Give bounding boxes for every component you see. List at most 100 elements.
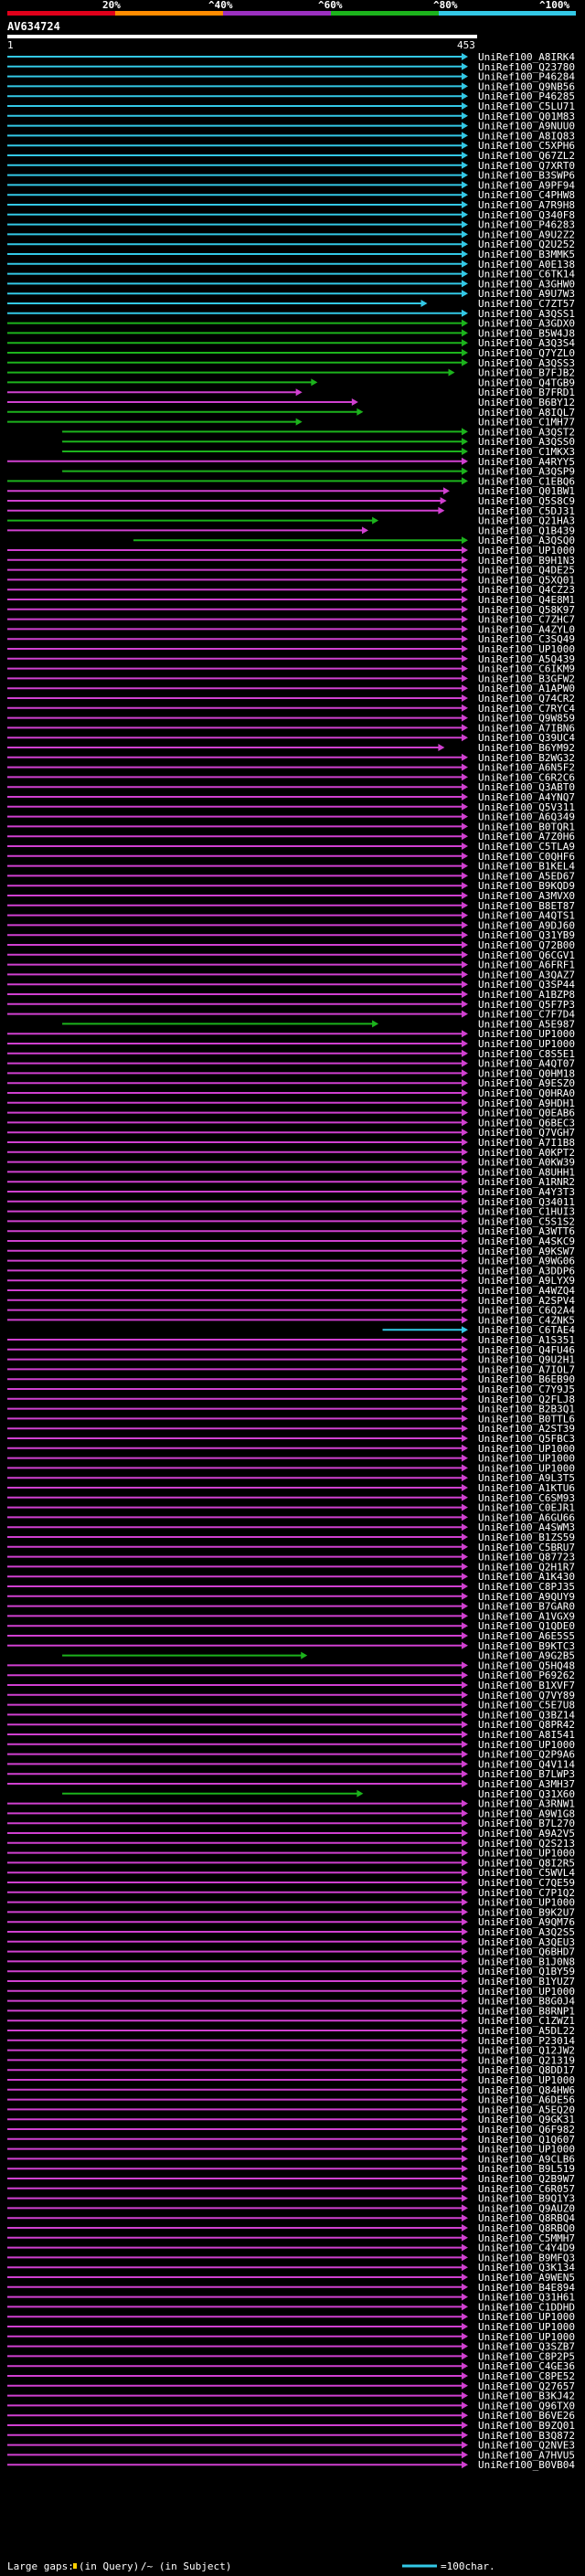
hit-label[interactable]: UniRef100_C8PJ35: [478, 1581, 575, 1593]
hit-label[interactable]: UniRef100_Q2U252: [478, 239, 575, 250]
hit-label[interactable]: UniRef100_B1KEL4: [478, 861, 575, 873]
hit-label[interactable]: UniRef100_B5W4J8: [478, 327, 575, 339]
hit-label[interactable]: UniRef100_Q2H1R7: [478, 1561, 575, 1573]
hit-label[interactable]: UniRef100_B3Q872: [478, 2430, 575, 2442]
hit-label[interactable]: UniRef100_A4SKC9: [478, 1235, 575, 1247]
hit-label[interactable]: UniRef100_C5S1S2: [478, 1215, 575, 1227]
hit-label[interactable]: UniRef100_Q6F982: [478, 2124, 575, 2136]
hit-label[interactable]: UniRef100_A3QEU3: [478, 1936, 575, 1948]
hit-label[interactable]: UniRef100_B7L270: [478, 1818, 575, 1829]
hit-label[interactable]: UniRef100_Q0HRA0: [478, 1087, 575, 1099]
hit-label[interactable]: UniRef100_Q67ZL2: [478, 150, 575, 162]
hit-label[interactable]: UniRef100_A9LYX9: [478, 1275, 575, 1287]
hit-label[interactable]: UniRef100_A0KW39: [478, 1157, 575, 1169]
hit-label[interactable]: UniRef100_B7GAR0: [478, 1601, 575, 1613]
hit-label[interactable]: UniRef100_A9WEN5: [478, 2272, 575, 2284]
hit-label[interactable]: UniRef100_Q5XQ01: [478, 574, 575, 586]
hit-label[interactable]: UniRef100_A6E5S5: [478, 1630, 575, 1642]
hit-label[interactable]: UniRef100_B9ZQ01: [478, 2420, 575, 2432]
hit-label[interactable]: UniRef100_Q1QDE0: [478, 1620, 575, 1632]
hit-label[interactable]: UniRef100_C6R057: [478, 2183, 575, 2195]
hit-label[interactable]: UniRef100_C6TK14: [478, 269, 575, 281]
hit-label[interactable]: UniRef100_Q4E8M1: [478, 594, 575, 606]
hit-label[interactable]: UniRef100_Q340F8: [478, 209, 575, 221]
hit-label[interactable]: UniRef100_A1K430: [478, 1571, 575, 1583]
hit-label[interactable]: UniRef100_Q5HQ48: [478, 1659, 575, 1671]
hit-label[interactable]: UniRef100_A1RNR2: [478, 1176, 575, 1188]
hit-label[interactable]: UniRef100_B9K2U7: [478, 1906, 575, 1918]
hit-label[interactable]: UniRef100_A1KTU6: [478, 1482, 575, 1494]
hit-label[interactable]: UniRef100_Q2P9A6: [478, 1749, 575, 1761]
hit-label[interactable]: UniRef100_B7FRD1: [478, 387, 575, 398]
hit-label[interactable]: UniRef100_Q4DE25: [478, 565, 575, 577]
hit-label[interactable]: UniRef100_P46284: [478, 71, 575, 83]
hit-label[interactable]: UniRef100_UP1000: [478, 1038, 575, 1050]
hit-label[interactable]: UniRef100_Q3ABT0: [478, 781, 575, 793]
hit-label[interactable]: UniRef100_B9H1N3: [478, 555, 575, 567]
hit-label[interactable]: UniRef100_B7FJB2: [478, 367, 575, 379]
hit-label[interactable]: UniRef100_B7LWP3: [478, 1768, 575, 1780]
hit-label[interactable]: UniRef100_Q8RBQ4: [478, 2212, 575, 2224]
hit-label[interactable]: UniRef100_B8RNP1: [478, 2005, 575, 2017]
hit-label[interactable]: UniRef100_A5EQ20: [478, 2104, 575, 2115]
hit-label[interactable]: UniRef100_A9CLB6: [478, 2153, 575, 2165]
hit-label[interactable]: UniRef100_Q39UC4: [478, 732, 575, 744]
hit-label[interactable]: UniRef100_A3QSS3: [478, 357, 575, 369]
hit-label[interactable]: UniRef100_C5E7U8: [478, 1700, 575, 1712]
hit-label[interactable]: UniRef100_A3WTT6: [478, 1225, 575, 1237]
hit-label[interactable]: UniRef100_A6Q349: [478, 811, 575, 823]
hit-label[interactable]: UniRef100_A6DE56: [478, 2094, 575, 2106]
hit-label[interactable]: UniRef100_C4Y4D9: [478, 2242, 575, 2254]
hit-label[interactable]: UniRef100_UP1000: [478, 545, 575, 557]
hit-label[interactable]: UniRef100_C4GE36: [478, 2360, 575, 2372]
hit-label[interactable]: UniRef100_Q34011: [478, 1196, 575, 1208]
hit-label[interactable]: UniRef100_Q9NB56: [478, 80, 575, 92]
hit-label[interactable]: UniRef100_B9Q1Y3: [478, 2193, 575, 2205]
hit-label[interactable]: UniRef100_Q2NVE3: [478, 2440, 575, 2452]
hit-label[interactable]: UniRef100_A4YNQ7: [478, 791, 575, 803]
hit-label[interactable]: UniRef100_B3GFW2: [478, 673, 575, 684]
hit-label[interactable]: UniRef100_Q4V114: [478, 1758, 575, 1770]
hit-label[interactable]: UniRef100_Q9AUZ0: [478, 2202, 575, 2214]
hit-label[interactable]: UniRef100_Q9W859: [478, 713, 575, 725]
hit-label[interactable]: UniRef100_A3QSP9: [478, 466, 575, 478]
hit-label[interactable]: UniRef100_Q96TX0: [478, 2400, 575, 2412]
hit-label[interactable]: UniRef100_UP1000: [478, 2074, 575, 2086]
hit-label[interactable]: UniRef100_C1HUI3: [478, 1206, 575, 1218]
hit-label[interactable]: UniRef100_A7IBN6: [478, 722, 575, 734]
hit-label[interactable]: UniRef100_C1MKX3: [478, 446, 575, 458]
hit-label[interactable]: UniRef100_Q01M83: [478, 111, 575, 122]
hit-label[interactable]: UniRef100_Q3SP44: [478, 979, 575, 991]
hit-label[interactable]: UniRef100_Q31X60: [478, 1788, 575, 1800]
hit-label[interactable]: UniRef100_A4QT07: [478, 1058, 575, 1070]
hit-label[interactable]: UniRef100_C6TAE4: [478, 1324, 575, 1336]
hit-label[interactable]: UniRef100_Q12JW2: [478, 2045, 575, 2057]
hit-label[interactable]: UniRef100_A9U7W3: [478, 288, 575, 300]
hit-label[interactable]: UniRef100_Q72B00: [478, 939, 575, 951]
hit-label[interactable]: UniRef100_UP1000: [478, 2331, 575, 2343]
hit-label[interactable]: UniRef100_A4RYY5: [478, 456, 575, 468]
hit-label[interactable]: UniRef100_Q3K134: [478, 2262, 575, 2274]
hit-label[interactable]: UniRef100_Q84HW6: [478, 2084, 575, 2096]
hit-label[interactable]: UniRef100_B6EB90: [478, 1373, 575, 1385]
hit-label[interactable]: UniRef100_Q2FLJ8: [478, 1394, 575, 1405]
hit-label[interactable]: UniRef100_A1BZP8: [478, 989, 575, 1001]
hit-label[interactable]: UniRef100_A1S351: [478, 1334, 575, 1346]
hit-label[interactable]: UniRef100_Q8DD17: [478, 2064, 575, 2076]
hit-label[interactable]: UniRef100_Q4CZ23: [478, 584, 575, 596]
hit-label[interactable]: UniRef100_Q5FBC3: [478, 1433, 575, 1445]
hit-label[interactable]: UniRef100_A3QSS1: [478, 308, 575, 320]
hit-label[interactable]: UniRef100_C1ZWZ1: [478, 2015, 575, 2027]
hit-label[interactable]: UniRef100_Q23780: [478, 61, 575, 73]
hit-label[interactable]: UniRef100_C5WVL4: [478, 1867, 575, 1879]
hit-label[interactable]: UniRef100_A7Z0H6: [478, 831, 575, 843]
hit-label[interactable]: UniRef100_Q01BW1: [478, 485, 575, 497]
hit-label[interactable]: UniRef100_C6Q2A4: [478, 1305, 575, 1317]
hit-label[interactable]: UniRef100_Q7VY89: [478, 1690, 575, 1701]
hit-label[interactable]: UniRef100_C8PE52: [478, 2370, 575, 2382]
hit-label[interactable]: UniRef100_C7P1Q2: [478, 1887, 575, 1899]
hit-label[interactable]: UniRef100_C6R2C6: [478, 771, 575, 783]
hit-label[interactable]: UniRef100_A7R9H8: [478, 199, 575, 211]
hit-label[interactable]: UniRef100_C1DDHD: [478, 2301, 575, 2313]
hit-label[interactable]: UniRef100_B4E894: [478, 2282, 575, 2294]
